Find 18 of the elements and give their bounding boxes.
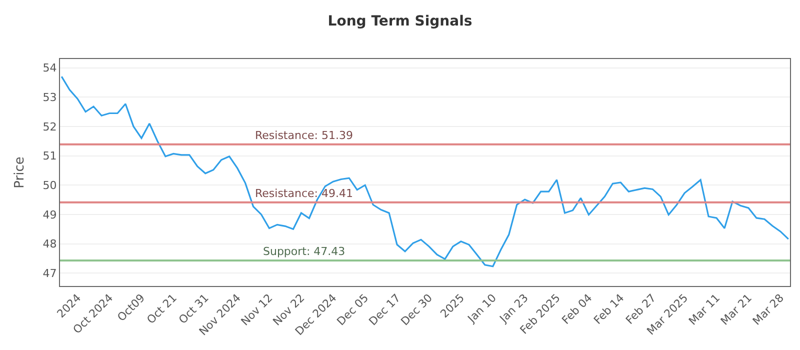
ref-line-label: Resistance: 51.39: [255, 129, 353, 142]
x-tick-label: Oct 21: [144, 292, 180, 327]
x-tick-label: Dec 30: [398, 292, 435, 328]
y-tick-label: 50: [42, 178, 57, 192]
y-tick-label: 48: [42, 238, 57, 251]
x-tick-label: Mar 28: [750, 292, 786, 328]
x-tick-label: Jan 10: [464, 292, 499, 326]
chart-title: Long Term Signals: [328, 14, 472, 30]
y-tick-label: 52: [42, 120, 57, 134]
y-tick-label: 53: [42, 90, 57, 104]
y-axis-title: Price: [12, 156, 28, 188]
line-series: [60, 76, 790, 268]
y-tick-label: 47: [42, 266, 57, 280]
y-tick-label: 49: [42, 208, 57, 222]
y-tick-label: 51: [42, 150, 57, 163]
y-tick-label: 54: [42, 62, 57, 75]
ref-line-label: Support: 47.43: [263, 245, 346, 258]
ref-line-label: Resistance: 49.41: [255, 187, 353, 200]
